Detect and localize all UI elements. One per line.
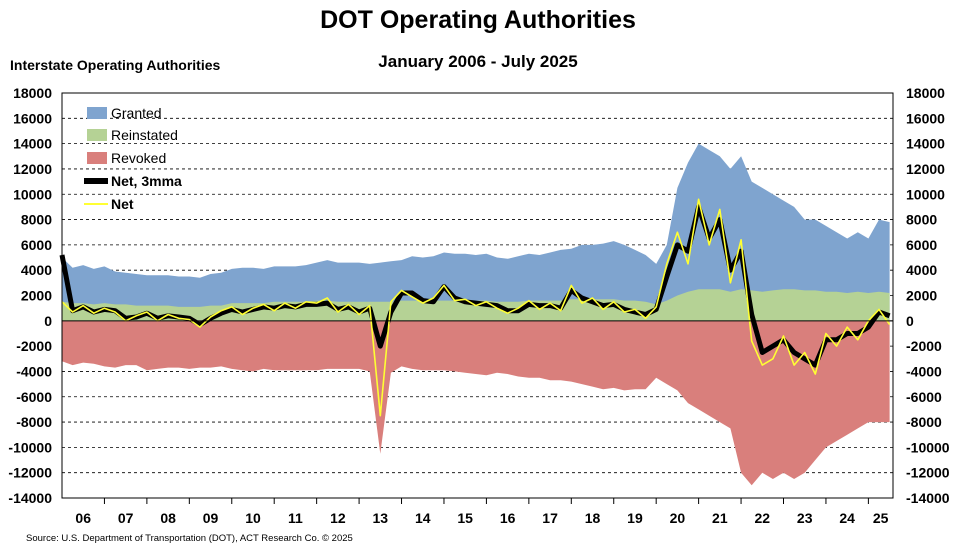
x-tick-label: 22 [754, 510, 770, 526]
area-series [62, 143, 890, 486]
legend-swatch-granted [87, 107, 107, 119]
legend-label-reinstated: Reinstated [111, 127, 178, 143]
source-note: Source: U.S. Department of Transportatio… [26, 533, 353, 544]
y-tick-label-left: 6000 [21, 237, 52, 253]
x-tick-label: 11 [288, 510, 303, 526]
granted-area [62, 143, 890, 321]
x-tick-label: 17 [542, 510, 558, 526]
x-tick-label: 12 [330, 510, 346, 526]
y-tick-label-right: 8000 [906, 212, 937, 228]
y-tick-label-right: -2000 [906, 338, 942, 354]
line-series [59, 198, 891, 417]
y-tick-label-left: 18000 [13, 85, 52, 101]
y-tick-label-right: -8000 [906, 414, 942, 430]
y-tick-label-right: -10000 [906, 439, 950, 455]
x-tick-label: 16 [500, 510, 516, 526]
y-tick-label-right: -14000 [906, 490, 950, 506]
x-tick-label: 24 [839, 510, 855, 526]
x-tick-label: 15 [457, 510, 473, 526]
y-tick-label-left: -2000 [16, 338, 52, 354]
legend-label-net3mma: Net, 3mma [111, 173, 182, 189]
y-tick-label-left: -10000 [8, 439, 52, 455]
legend-swatch-reinstated [87, 129, 107, 141]
net-line [61, 198, 891, 417]
legend-label-revoked: Revoked [111, 150, 166, 166]
y-tick-label-left: -14000 [8, 490, 52, 506]
legend-swatch-revoked [87, 152, 107, 164]
x-tick-label: 07 [118, 510, 134, 526]
revoked-area [62, 320, 890, 486]
y-tick-label-right: 16000 [906, 110, 945, 126]
x-tick-label: 25 [873, 510, 889, 526]
y-tick-label-left: 16000 [13, 110, 52, 126]
y-tick-label-right: 4000 [906, 262, 937, 278]
y-tick-label-right: 0 [906, 313, 914, 329]
y-tick-label-right: 10000 [906, 186, 945, 202]
x-tick-label: 21 [712, 510, 728, 526]
x-tick-label: 09 [203, 510, 219, 526]
y-tick-label-right: -6000 [906, 389, 942, 405]
y-tick-label-left: 12000 [13, 161, 52, 177]
y-tick-label-left: 14000 [13, 136, 52, 152]
y-tick-label-left: -6000 [16, 389, 52, 405]
y-tick-label-right: 2000 [906, 288, 937, 304]
legend-label-net: Net [111, 196, 134, 212]
y-tick-label-left: 8000 [21, 212, 52, 228]
net-3mma-line [59, 204, 891, 368]
x-tick-label: 13 [373, 510, 389, 526]
y-tick-label-left: 2000 [21, 288, 52, 304]
y-tick-label-right: 14000 [906, 136, 945, 152]
plot-frame [61, 92, 894, 499]
y-axis-label: Interstate Operating Authorities [10, 57, 221, 73]
y-tick-label-right: 6000 [906, 237, 937, 253]
y-tick-label-left: -12000 [8, 465, 52, 481]
y-tick-label-right: 12000 [906, 161, 945, 177]
x-tick-label: 06 [75, 510, 91, 526]
y-tick-label-left: 4000 [21, 262, 52, 278]
x-tick-label: 19 [627, 510, 643, 526]
chart-title: DOT Operating Authorities [320, 6, 636, 34]
y-tick-label-left: 10000 [13, 186, 52, 202]
x-tick-label: 18 [585, 510, 601, 526]
legend-label-granted: Granted [111, 105, 162, 121]
x-tick-label: 08 [160, 510, 176, 526]
x-tick-label: 10 [245, 510, 261, 526]
chart-subtitle: January 2006 - July 2025 [378, 52, 578, 71]
y-tick-label-left: -4000 [16, 363, 52, 379]
y-tick-label-left: -8000 [16, 414, 52, 430]
x-tick-label: 20 [670, 510, 686, 526]
x-tick-label: 14 [415, 510, 431, 526]
y-tick-label-right: -12000 [906, 465, 950, 481]
y-tick-label-right: 18000 [906, 85, 945, 101]
y-tick-label-left: 0 [44, 313, 52, 329]
y-tick-label-right: -4000 [906, 363, 942, 379]
x-tick-label: 23 [797, 510, 813, 526]
legend: Granted Reinstated Revoked Net, 3mma Net [84, 105, 182, 212]
